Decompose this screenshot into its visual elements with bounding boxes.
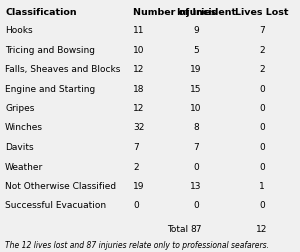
Text: Davits: Davits: [5, 142, 34, 151]
Text: Hooks: Hooks: [5, 26, 33, 35]
Text: 12: 12: [256, 224, 268, 233]
Text: Engine and Starting: Engine and Starting: [5, 84, 95, 93]
Text: 7: 7: [133, 142, 139, 151]
Text: 1: 1: [259, 181, 265, 190]
Text: 0: 0: [259, 201, 265, 210]
Text: 0: 0: [193, 201, 199, 210]
Text: 10: 10: [133, 45, 145, 54]
Text: 18: 18: [133, 84, 145, 93]
Text: 0: 0: [193, 162, 199, 171]
Text: 10: 10: [190, 104, 202, 113]
Text: Successful Evacuation: Successful Evacuation: [5, 201, 106, 210]
Text: 13: 13: [190, 181, 202, 190]
Text: 19: 19: [190, 65, 202, 74]
Text: Gripes: Gripes: [5, 104, 34, 113]
Text: Winches: Winches: [5, 123, 43, 132]
Text: Injuries: Injuries: [176, 8, 216, 17]
Text: 5: 5: [193, 45, 199, 54]
Text: 0: 0: [259, 84, 265, 93]
Text: 32: 32: [133, 123, 144, 132]
Text: Total: Total: [167, 224, 188, 233]
Text: 0: 0: [259, 123, 265, 132]
Text: 7: 7: [193, 142, 199, 151]
Text: 15: 15: [190, 84, 202, 93]
Text: Lives Lost: Lives Lost: [235, 8, 289, 17]
Text: 0: 0: [133, 201, 139, 210]
Text: Number of Incident: Number of Incident: [133, 8, 236, 17]
Text: Not Otherwise Classified: Not Otherwise Classified: [5, 181, 116, 190]
Text: 2: 2: [133, 162, 139, 171]
Text: 2: 2: [259, 45, 265, 54]
Text: 0: 0: [259, 162, 265, 171]
Text: Tricing and Bowsing: Tricing and Bowsing: [5, 45, 95, 54]
Text: 7: 7: [259, 26, 265, 35]
Text: Weather: Weather: [5, 162, 43, 171]
Text: Falls, Sheaves and Blocks: Falls, Sheaves and Blocks: [5, 65, 120, 74]
Text: 8: 8: [193, 123, 199, 132]
Text: Classification: Classification: [5, 8, 76, 17]
Text: 12: 12: [133, 104, 144, 113]
Text: 0: 0: [259, 142, 265, 151]
Text: 11: 11: [133, 26, 145, 35]
Text: 12: 12: [133, 65, 144, 74]
Text: The 12 lives lost and 87 injuries relate only to professional seafarers.: The 12 lives lost and 87 injuries relate…: [5, 240, 269, 249]
Text: 19: 19: [133, 181, 145, 190]
Text: 87: 87: [190, 224, 202, 233]
Text: 0: 0: [259, 104, 265, 113]
Text: 2: 2: [259, 65, 265, 74]
Text: 9: 9: [193, 26, 199, 35]
